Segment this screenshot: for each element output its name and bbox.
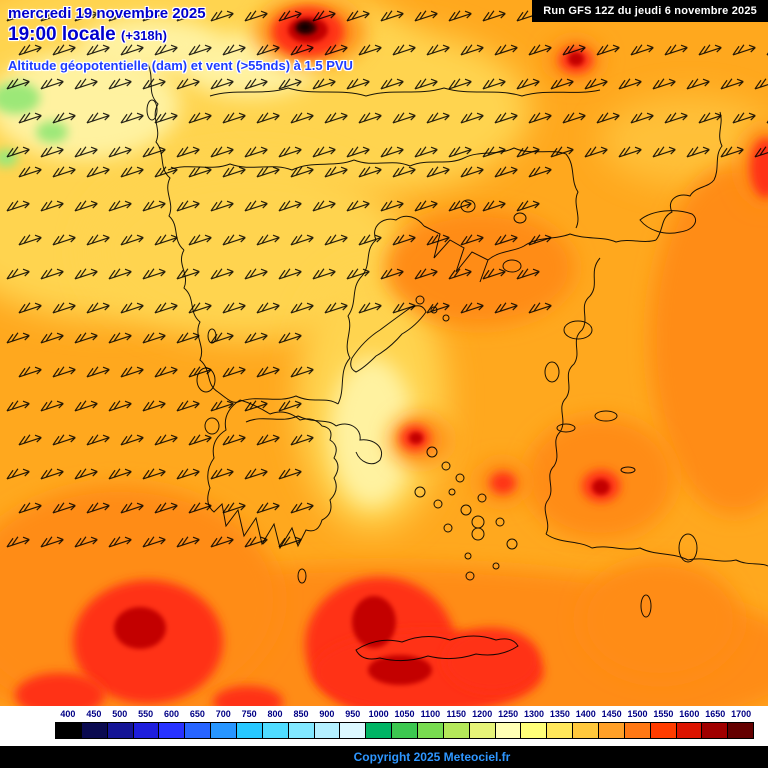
copyright-bar: Copyright 2025 Meteociel.fr bbox=[0, 746, 768, 768]
legend-value: 1350 bbox=[549, 709, 570, 719]
legend-color-cell bbox=[547, 723, 574, 738]
copyright-text: Copyright 2025 Meteociel.fr bbox=[353, 750, 511, 764]
legend-value: 550 bbox=[138, 709, 154, 719]
legend-color-cell bbox=[237, 723, 263, 738]
legend-color-cell bbox=[702, 723, 729, 738]
legend-values-row: 400 450 500 550 600 650 700 750 800 850 900 950 1000… bbox=[55, 709, 754, 722]
legend-value: 1200 bbox=[472, 709, 493, 719]
legend-color-cell bbox=[211, 723, 238, 738]
model-run-info: Run GFS 12Z du jeudi 6 novembre 2025 bbox=[532, 0, 768, 22]
legend-color-cell bbox=[262, 723, 289, 738]
map-canvas bbox=[0, 0, 768, 706]
coastlines bbox=[146, 63, 768, 662]
legend-color-cell bbox=[521, 723, 548, 738]
legend-value: 650 bbox=[189, 709, 205, 719]
legend-color-cell bbox=[599, 723, 625, 738]
legend-color-cell bbox=[56, 723, 82, 738]
legend-color-cell bbox=[81, 723, 108, 738]
legend-color-cell bbox=[107, 723, 134, 738]
legend-color-cell bbox=[340, 723, 367, 738]
legend-color-cell bbox=[443, 723, 470, 738]
legend-value: 1300 bbox=[523, 709, 544, 719]
legend-color-cell bbox=[676, 723, 703, 738]
legend-value: 1150 bbox=[446, 709, 467, 719]
legend-value: 500 bbox=[112, 709, 128, 719]
legend-color-cell bbox=[650, 723, 677, 738]
legend-color-cell bbox=[185, 723, 212, 738]
legend-color-cell bbox=[728, 723, 754, 738]
legend-value: 850 bbox=[293, 709, 309, 719]
legend-value: 1500 bbox=[627, 709, 648, 719]
legend-color-cell bbox=[469, 723, 496, 738]
legend-color-cell bbox=[133, 723, 160, 738]
legend-value: 1250 bbox=[498, 709, 519, 719]
legend-value: 1050 bbox=[394, 709, 415, 719]
legend-color-cell bbox=[366, 723, 393, 738]
legend-color-cell bbox=[159, 723, 186, 738]
legend-value: 1100 bbox=[420, 709, 441, 719]
legend-value: 450 bbox=[86, 709, 102, 719]
legend-color-cell bbox=[392, 723, 419, 738]
legend-colorbar bbox=[55, 722, 754, 739]
legend-value: 1450 bbox=[601, 709, 622, 719]
legend-value: 1650 bbox=[705, 709, 726, 719]
legend-value: 1600 bbox=[679, 709, 700, 719]
legend-color-cell bbox=[495, 723, 522, 738]
forecast-map: mercredi 19 novembre 2025 19:00 locale (… bbox=[0, 0, 768, 706]
legend-color-cell bbox=[288, 723, 315, 738]
legend-color-cell bbox=[573, 723, 600, 738]
legend-color-cell bbox=[314, 723, 341, 738]
legend-value: 400 bbox=[60, 709, 76, 719]
legend-value: 750 bbox=[241, 709, 257, 719]
legend-value: 1550 bbox=[653, 709, 674, 719]
green-regions bbox=[0, 82, 68, 167]
legend-value: 900 bbox=[319, 709, 335, 719]
legend-value: 700 bbox=[215, 709, 231, 719]
pale-yellow-regions bbox=[0, 17, 414, 507]
legend-value: 600 bbox=[163, 709, 180, 719]
legend-color-cell bbox=[624, 723, 651, 738]
color-scale-legend: 400 450 500 550 600 650 700 750 800 850 900 950 1000… bbox=[0, 706, 768, 746]
legend-value: 1700 bbox=[731, 709, 752, 719]
maroon-core bbox=[295, 21, 317, 35]
legend-value: 800 bbox=[267, 709, 283, 719]
legend-value: 950 bbox=[345, 709, 361, 719]
legend-value: 1400 bbox=[575, 709, 596, 719]
legend-value: 1000 bbox=[368, 709, 389, 719]
legend-color-cell bbox=[418, 723, 444, 738]
